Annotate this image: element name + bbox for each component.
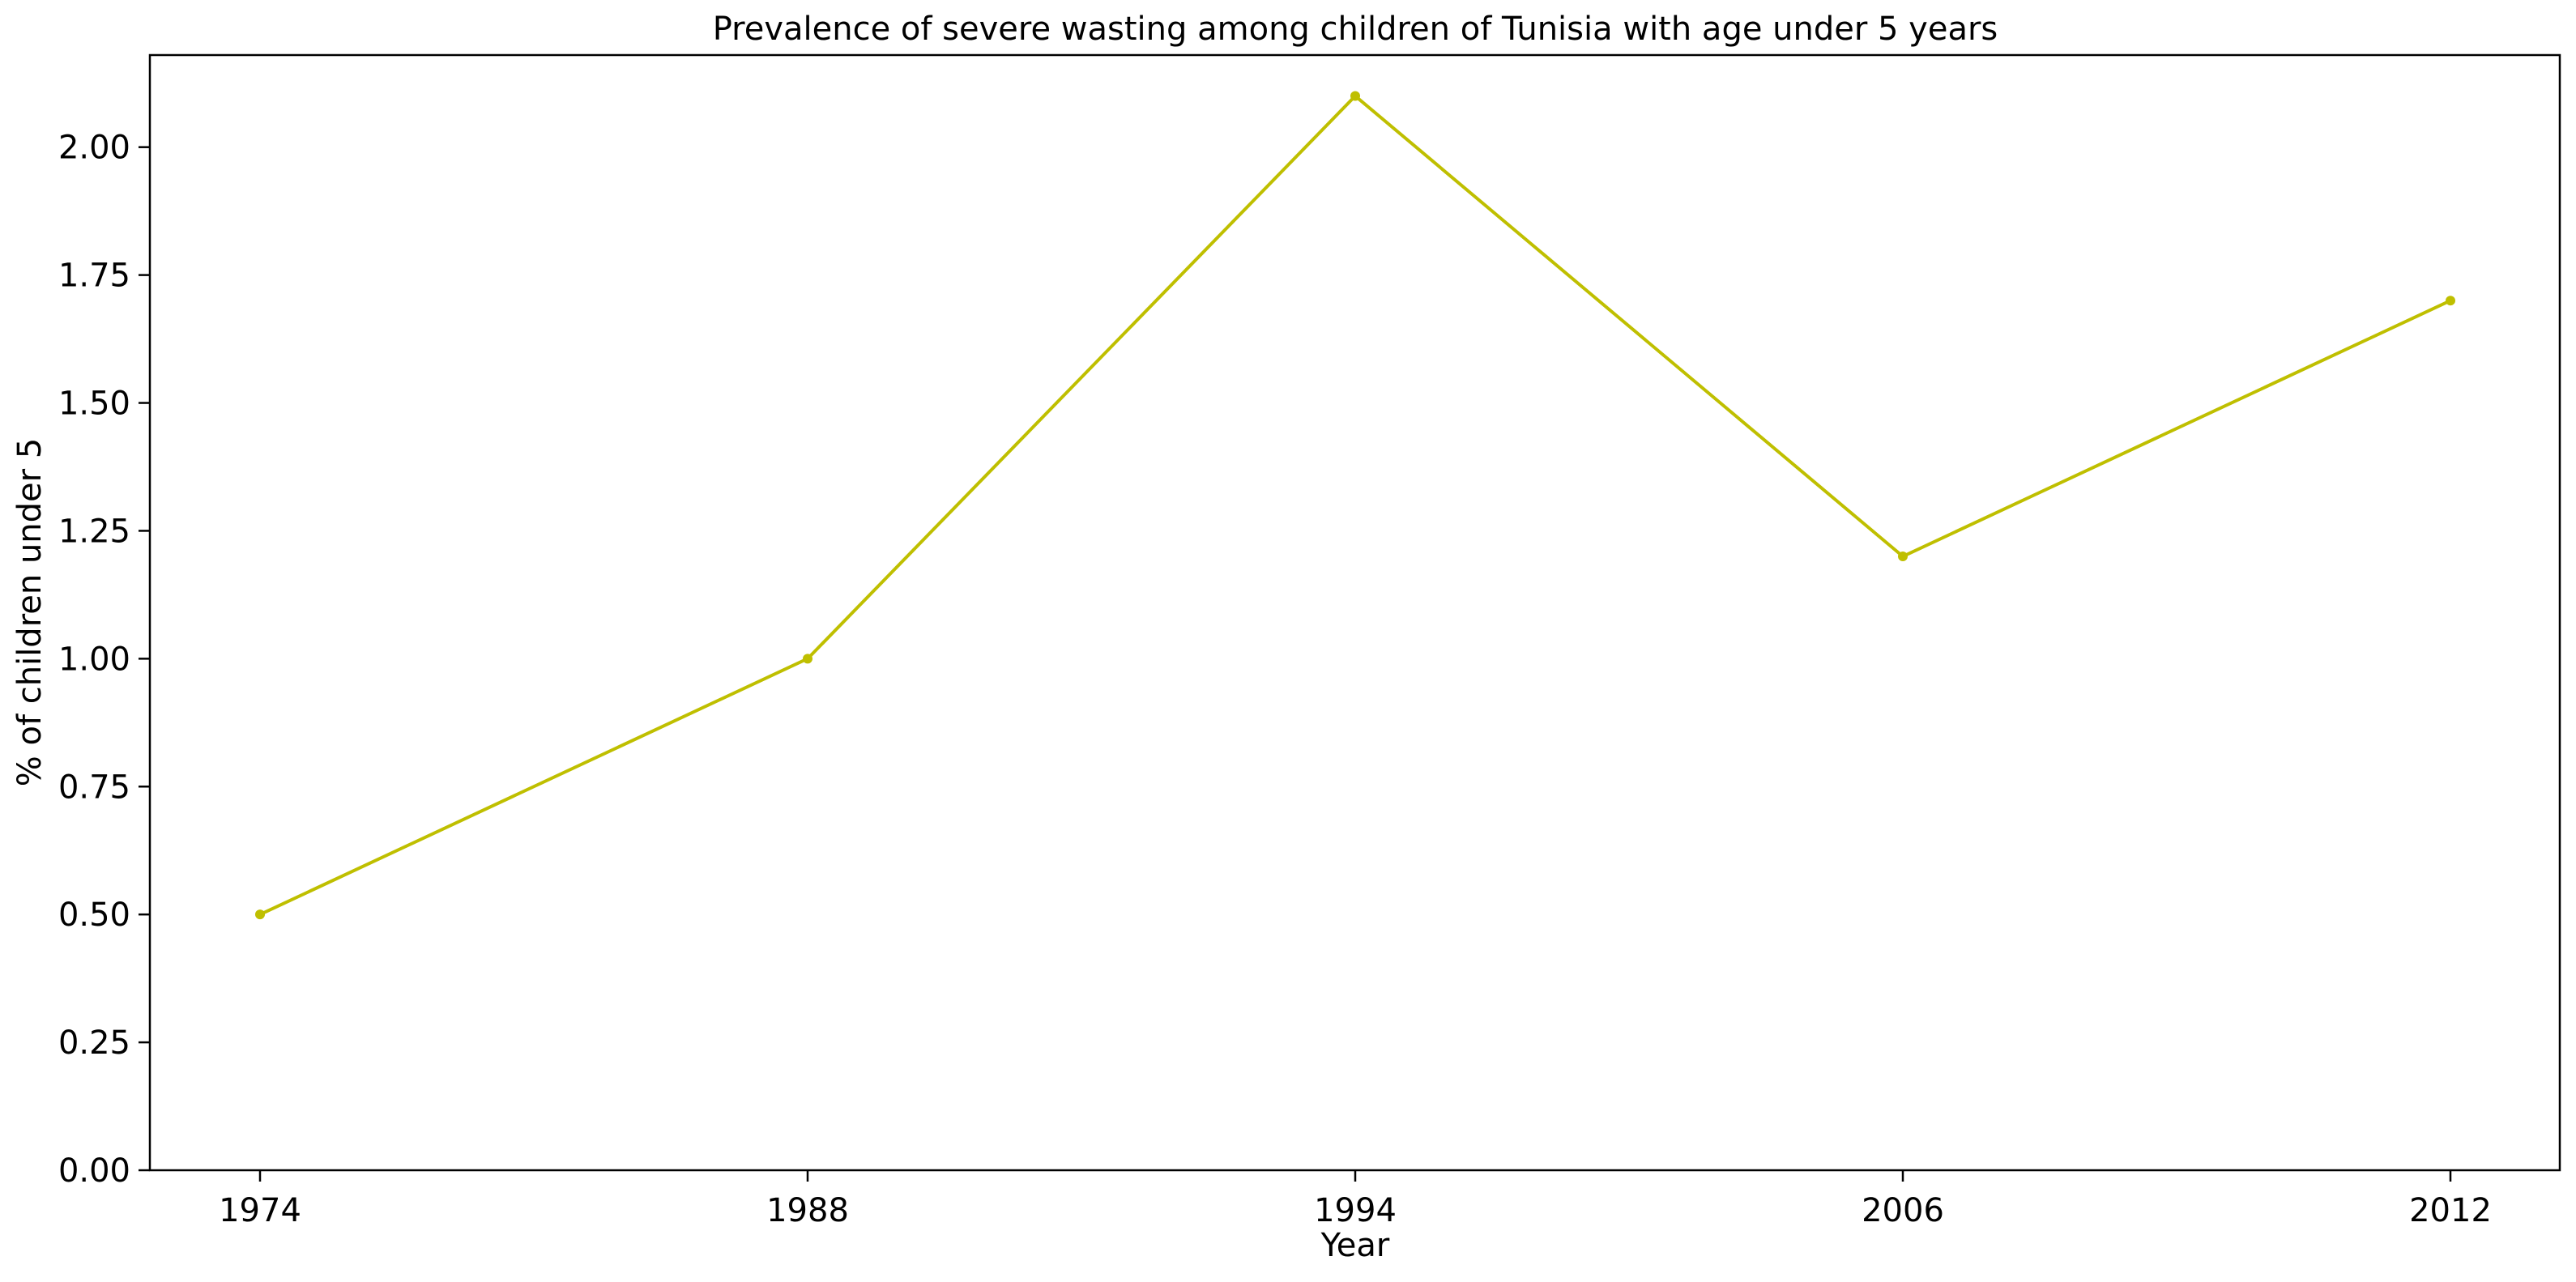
- data-point: [255, 909, 265, 920]
- data-point: [803, 654, 812, 664]
- x-axis-ticks: 1974 1988 1994 2006 2012: [219, 1170, 2492, 1229]
- data-point: [2446, 296, 2455, 306]
- x-tick-label: 1974: [219, 1192, 301, 1229]
- y-tick-label: 1.00: [58, 641, 130, 678]
- y-tick-label: 0.50: [58, 897, 130, 934]
- y-axis-ticks: 0.00 0.25 0.50 0.75 1.00 1.25 1.50 1.75 2.00: [58, 130, 150, 1190]
- x-tick-label: 2006: [1862, 1192, 1944, 1229]
- y-tick-label: 2.00: [58, 130, 130, 167]
- chart-title: Prevalence of severe wasting among child…: [713, 11, 1998, 48]
- y-tick-label: 0.25: [58, 1024, 130, 1062]
- x-tick-label: 1994: [1314, 1192, 1397, 1229]
- data-point: [1898, 552, 1908, 562]
- x-tick-label: 2012: [2409, 1192, 2492, 1229]
- y-tick-label: 0.75: [58, 769, 130, 806]
- y-tick-label: 1.75: [58, 258, 130, 295]
- y-tick-label: 1.50: [58, 385, 130, 423]
- x-axis-label: Year: [1320, 1227, 1390, 1264]
- y-tick-label: 1.25: [58, 513, 130, 550]
- y-tick-label: 0.00: [58, 1152, 130, 1190]
- series-layer: [255, 91, 2455, 920]
- plot-area-frame: [148, 53, 2561, 1172]
- y-axis-label: % of children under 5: [11, 438, 49, 787]
- x-tick-label: 1988: [766, 1192, 849, 1229]
- data-point: [1350, 91, 1360, 101]
